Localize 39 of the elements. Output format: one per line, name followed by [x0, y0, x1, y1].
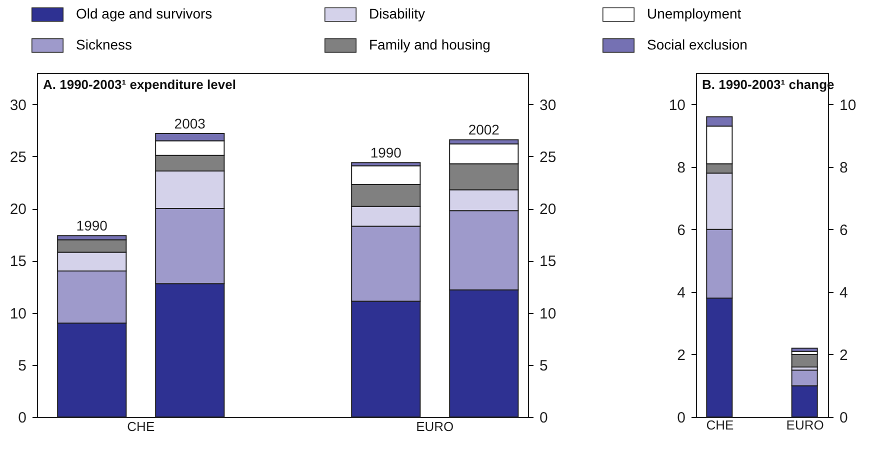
- legend-label: Family and housing: [369, 36, 490, 52]
- y-tick-label: 6: [677, 222, 686, 239]
- y-tick-label: 0: [18, 410, 26, 426]
- y-tick-label: 10: [10, 305, 26, 322]
- y-tick-label: 15: [10, 253, 26, 270]
- y2-tick-label: 6: [840, 222, 848, 239]
- y2-tick-label: 30: [540, 96, 556, 114]
- bar: [791, 354, 818, 368]
- x-tick-label: 1990: [370, 144, 402, 161]
- legend-label: Disability: [369, 6, 426, 22]
- y2-tick-label: 25: [540, 148, 556, 166]
- y2-tick-label: 0: [840, 410, 848, 426]
- y2-tick-label: 4: [840, 284, 848, 302]
- x-tick-label: 2003: [174, 115, 206, 132]
- x-tick-label: 1990: [76, 218, 108, 234]
- x-tick-label: 2002: [468, 122, 500, 138]
- y-tick-label: 20: [10, 201, 26, 218]
- y2-tick-label: 10: [840, 96, 856, 114]
- y2-tick-label: 20: [540, 201, 556, 218]
- y2-tick-label: 0: [540, 410, 548, 426]
- legend-label: Sickness: [76, 36, 132, 52]
- y-tick-label: 10: [668, 96, 686, 114]
- y2-tick-label: 10: [540, 305, 556, 322]
- legend-label: Unemployment: [647, 6, 742, 22]
- y-tick-label: 2: [677, 346, 686, 364]
- y-tick-label: 0: [677, 410, 686, 426]
- legend-label: Old age and survivors: [76, 6, 212, 22]
- y-tick-label: 5: [18, 357, 26, 374]
- y-tick-label: 4: [677, 284, 686, 302]
- bar: [791, 348, 818, 352]
- y2-tick-label: 15: [540, 253, 556, 270]
- legend-label: Social exclusion: [647, 36, 748, 52]
- y2-tick-label: 5: [540, 357, 548, 374]
- y-tick-label: 25: [10, 148, 26, 166]
- y-tick-label: 8: [677, 159, 686, 176]
- y-tick-label: 30: [10, 96, 26, 114]
- y2-tick-label: 2: [840, 346, 848, 364]
- y2-tick-label: 8: [840, 159, 848, 176]
- chart-title: A. 1990-2003¹ expenditure level: [43, 77, 236, 92]
